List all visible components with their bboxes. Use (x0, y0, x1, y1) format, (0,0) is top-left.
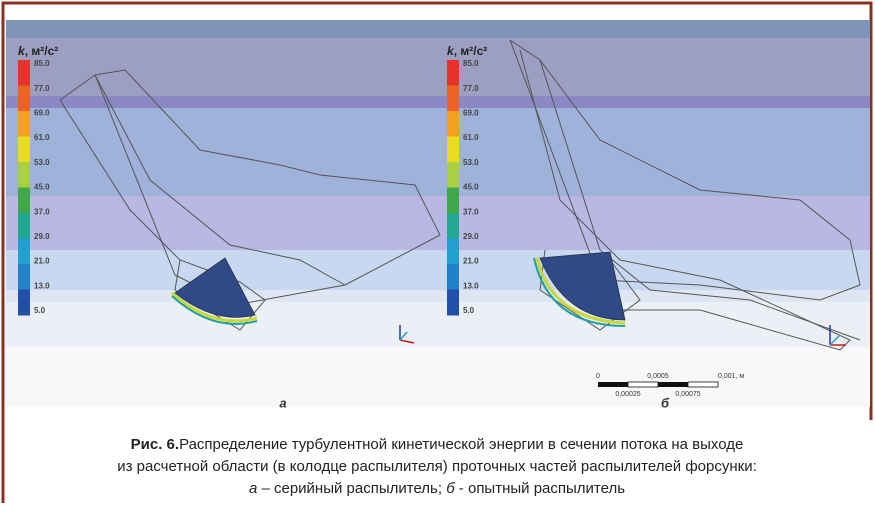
colorbar-segment (447, 188, 459, 214)
legend-unit: , м²/с² (25, 44, 59, 58)
colorbar-segment (447, 86, 459, 112)
colorbar-label: 21.0 (34, 257, 50, 266)
caption-line: а – серийный распылитель; б - опытный ра… (249, 480, 625, 497)
panel-label: б (661, 395, 670, 410)
caption-line: из расчетной области (в колодце распылит… (117, 458, 757, 475)
page: k, м²/с²85.077.069.061.053.045.037.029.0… (0, 0, 875, 507)
colorbar-segment (447, 264, 459, 290)
colorbar-label: 13.0 (463, 281, 479, 290)
colorbar-segment (447, 213, 459, 239)
colorbar-segment (18, 264, 30, 290)
scale-label: 0,0005 (647, 373, 669, 380)
scale-label: 0 (596, 373, 600, 380)
caption-prefix: Рис. 6. (131, 436, 179, 453)
colorbar-segment (447, 162, 459, 188)
legend-unit: , м²/с² (454, 44, 488, 58)
colorbar-label: 85.0 (463, 59, 479, 68)
colorbar-label: 77.0 (463, 84, 479, 93)
panel-label: а (279, 395, 286, 410)
colorbar-segment (447, 137, 459, 163)
colorbar-label: 13.0 (34, 281, 50, 290)
colorbar-label: 61.0 (463, 133, 479, 142)
colorbar-label: 69.0 (463, 109, 479, 118)
caption-label: а (249, 480, 257, 497)
caption-line: Рис. 6.Распределение турбулентной кинети… (131, 436, 744, 453)
colorbar-label: 37.0 (463, 207, 479, 216)
colorbar-segment (18, 213, 30, 239)
colorbar-segment (447, 290, 459, 316)
colorbar-segment (18, 60, 30, 86)
colorbar-segment (18, 111, 30, 137)
colorbar-segment (18, 290, 30, 316)
colorbar-label: 53.0 (463, 158, 479, 167)
colorbar-segment (18, 137, 30, 163)
colorbar-segment (18, 239, 30, 265)
colorbar-segment (447, 60, 459, 86)
scale-bar (598, 382, 718, 387)
colorbar-segment (18, 162, 30, 188)
caption-text: - опытный распылитель (455, 480, 626, 497)
colorbar-label: 77.0 (34, 84, 50, 93)
colorbar-segment (447, 111, 459, 137)
colorbar-label: 29.0 (34, 232, 50, 241)
scale-label: 0,00025 (615, 391, 640, 398)
caption-text: – серийный распылитель; (257, 480, 446, 497)
caption-text: Распределение турбулентной кинетической … (179, 436, 743, 453)
scale-label: 0,00075 (675, 391, 700, 398)
colorbar-label: 53.0 (34, 158, 50, 167)
colorbar-label: 5.0 (463, 306, 475, 315)
figure-background (6, 20, 870, 407)
legend-title: k, м²/с² (447, 44, 487, 58)
colorbar-segment (18, 188, 30, 214)
colorbar-label: 85.0 (34, 59, 50, 68)
colorbar-label: 5.0 (34, 306, 46, 315)
colorbar-segment (447, 239, 459, 265)
colorbar-label: 29.0 (463, 232, 479, 241)
colorbar-label: 69.0 (34, 109, 50, 118)
colorbar-segment (18, 86, 30, 112)
colorbar-label: 37.0 (34, 207, 50, 216)
scale-label: 0,001, м (718, 373, 744, 380)
colorbar-label: 45.0 (34, 183, 50, 192)
colorbar-label: 45.0 (463, 183, 479, 192)
colorbar-label: 21.0 (463, 257, 479, 266)
colorbar-label: 61.0 (34, 133, 50, 142)
legend-title: k, м²/с² (18, 44, 58, 58)
